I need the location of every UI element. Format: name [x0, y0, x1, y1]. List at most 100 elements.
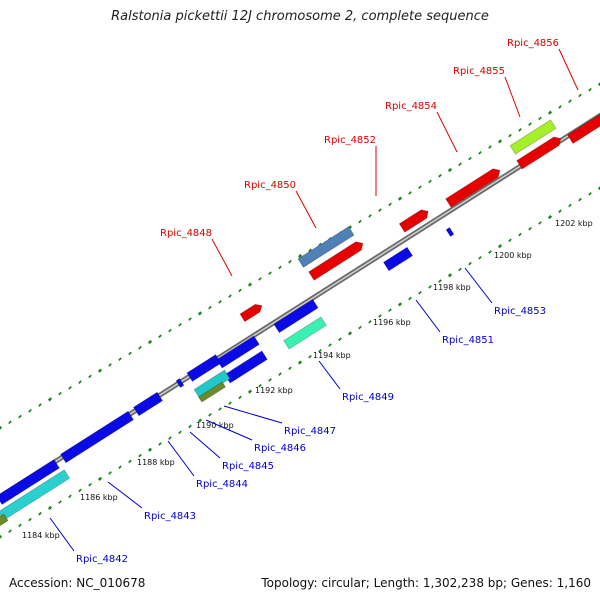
gene-label-rpic-4852: Rpic_4852	[324, 135, 376, 146]
gene-rpic-4851	[382, 246, 414, 272]
track-tick	[388, 202, 392, 207]
track-tick	[68, 494, 72, 499]
leader-line	[436, 111, 458, 153]
track-tick	[578, 93, 582, 98]
track-tick	[18, 414, 22, 419]
leader-line	[205, 419, 253, 441]
leader-line	[211, 238, 233, 277]
gene-label-rpic-4853: Rpic_4853	[494, 306, 546, 317]
track-tick	[368, 214, 372, 218]
track-tick	[8, 420, 12, 425]
track-tick	[588, 87, 592, 92]
track-tick	[168, 436, 172, 440]
track-tick	[258, 383, 262, 388]
track-tick	[438, 279, 442, 283]
track-tick	[18, 523, 22, 528]
track-tick	[218, 300, 222, 304]
gene-label-rpic-4847: Rpic_4847	[284, 426, 336, 437]
track-tick	[0, 425, 3, 430]
track-tick	[578, 197, 582, 202]
track-tick	[168, 328, 172, 333]
tick-label-1: 1186 kbp	[80, 493, 118, 502]
track-tick	[288, 259, 292, 264]
gene-label-rpic-4848: Rpic_4848	[160, 228, 212, 239]
track-tick	[488, 145, 492, 149]
track-tick	[28, 408, 32, 413]
tick-label-5: 1194 kbp	[313, 351, 351, 360]
tick-label-6: 1196 kbp	[373, 318, 411, 327]
track-tick	[458, 162, 462, 167]
gene-rpic-4854	[445, 168, 501, 208]
track-tick	[318, 349, 322, 353]
track-tick	[447, 273, 453, 278]
track-tick	[558, 209, 562, 214]
track-tick	[268, 271, 272, 276]
track-tick	[468, 261, 472, 266]
tick-label-8: 1200 kbp	[494, 251, 532, 260]
leader-line	[167, 440, 195, 477]
track-tick	[138, 345, 142, 350]
track-tick	[97, 368, 103, 373]
gene-rpic-4843	[60, 410, 134, 464]
track-tick	[288, 366, 292, 371]
track-tick	[208, 413, 212, 417]
gene-rpic-4856	[567, 113, 600, 145]
track-tick	[197, 311, 203, 316]
gene-small-1	[175, 377, 185, 389]
track-tick	[218, 407, 222, 411]
track-tick	[28, 517, 32, 522]
track-tick	[138, 453, 142, 458]
track-tick	[268, 378, 272, 382]
track-tick	[358, 219, 362, 224]
track-tick	[68, 386, 72, 390]
tick-label-0: 1184 kbp	[22, 531, 60, 540]
track-tick	[358, 325, 362, 330]
tick-label-2: 1188 kbp	[137, 458, 175, 467]
gene-rpic-4844	[132, 391, 164, 417]
track-tick	[38, 511, 42, 516]
track-tick	[528, 122, 532, 126]
gene-label-rpic-4856: Rpic_4856	[507, 38, 559, 49]
track-tick	[428, 285, 432, 289]
gene-label-rpic-4844: Rpic_4844	[196, 479, 248, 490]
track-tick	[518, 128, 522, 132]
track-tick	[78, 488, 82, 493]
track-tick	[238, 395, 242, 400]
track-tick	[597, 82, 600, 87]
track-tick	[58, 391, 62, 396]
track-tick	[378, 208, 382, 212]
track-tick	[0, 534, 3, 539]
track-tick	[238, 288, 242, 293]
gene-label-rpic-4854: Rpic_4854	[385, 101, 437, 112]
track-tick	[328, 343, 332, 347]
gene-label-rpic-4843: Rpic_4843	[144, 511, 196, 522]
gene-rpic-4849-up	[297, 226, 355, 268]
track-tick	[488, 250, 492, 254]
track-tick	[58, 500, 62, 504]
track-tick	[128, 351, 132, 356]
track-tick	[188, 424, 192, 429]
track-tick	[397, 302, 403, 307]
gene-feature-olive-2	[198, 381, 226, 403]
gene-label-rpic-4849: Rpic_4849	[342, 392, 394, 403]
track-tick	[228, 294, 232, 298]
track-tick	[297, 253, 303, 259]
tick-label-4: 1192 kbp	[255, 386, 293, 395]
track-tick	[308, 354, 312, 359]
track-tick	[278, 265, 282, 270]
leader-line	[558, 48, 579, 91]
track-tick	[497, 244, 503, 249]
leader-line	[107, 481, 143, 509]
track-tick	[428, 179, 432, 184]
track-tick	[258, 277, 262, 281]
leader-line	[49, 517, 75, 552]
track-tick	[418, 185, 422, 190]
gene-label-rpic-4851: Rpic_4851	[442, 335, 494, 346]
track-tick	[318, 242, 322, 247]
track-tick	[158, 442, 162, 446]
gene-rpic-4847	[224, 350, 268, 384]
track-tick	[508, 238, 512, 243]
track-tick	[178, 322, 182, 327]
